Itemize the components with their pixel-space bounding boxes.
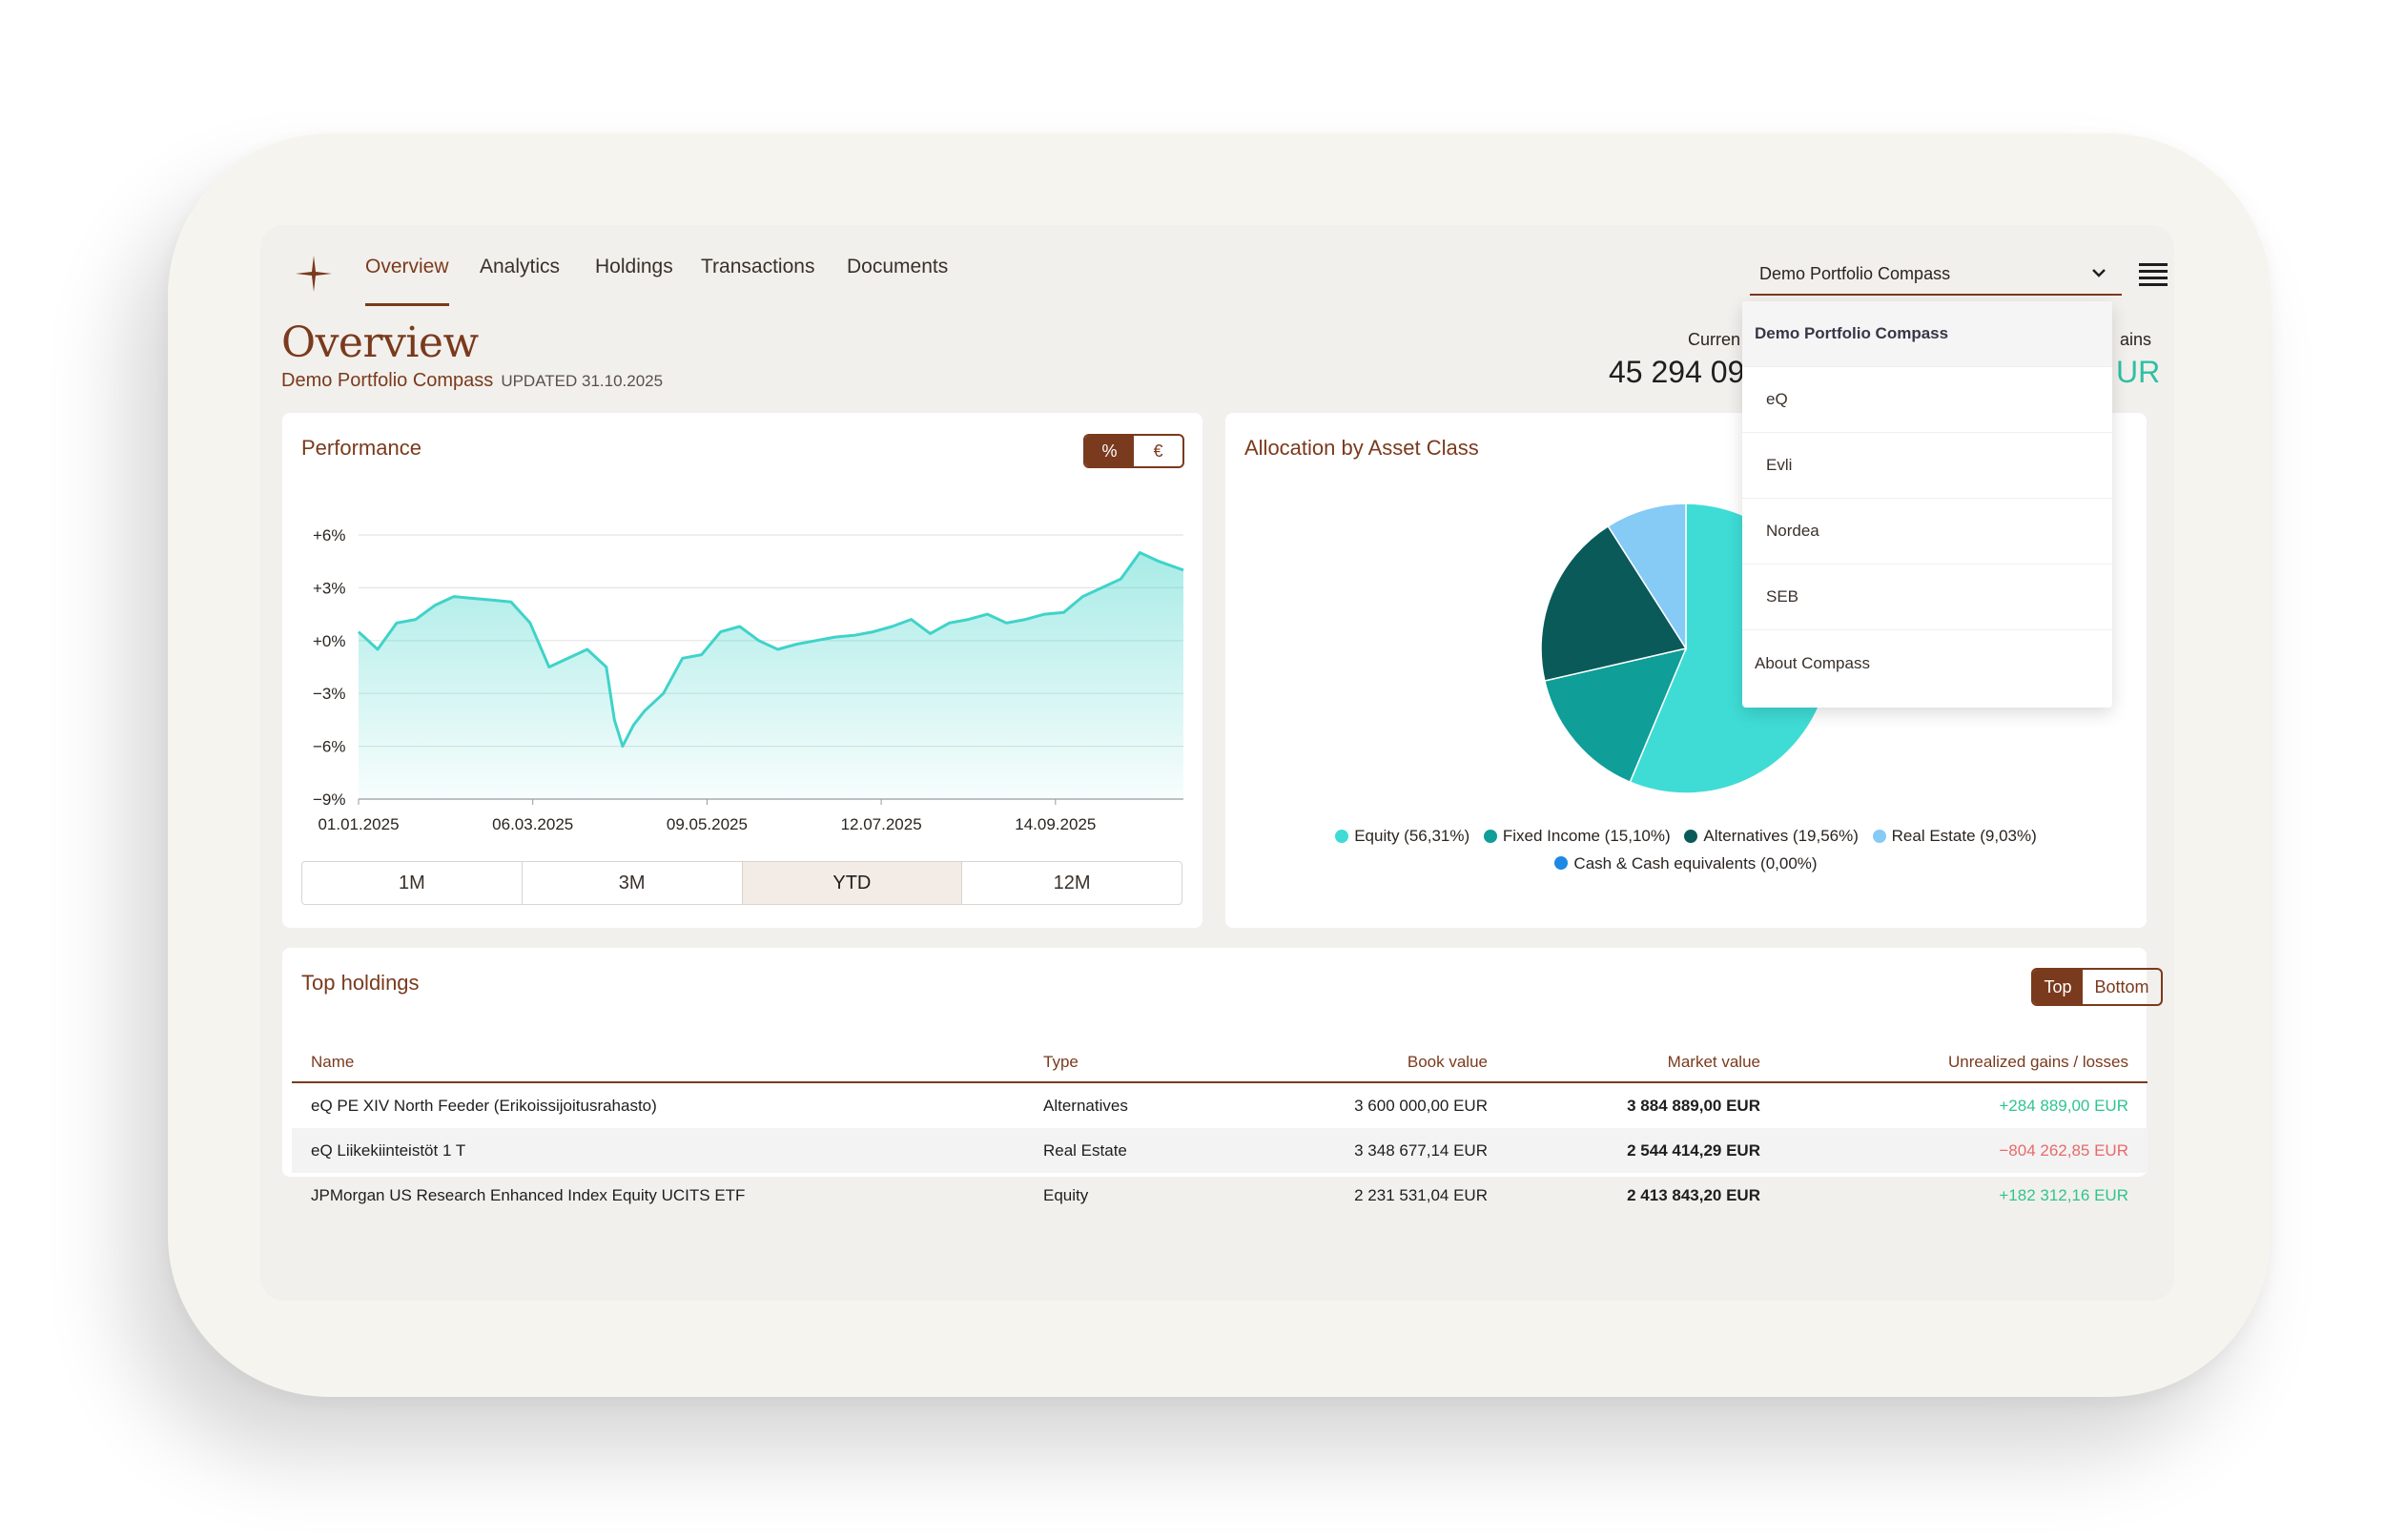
performance-title: Performance [301,436,421,460]
range-ytd[interactable]: YTD [742,862,963,904]
legend-item-equity: Equity (56,31%) [1335,823,1469,849]
page-subtitle: Demo Portfolio Compass UPDATED 31.10.2025 [281,370,663,392]
x-tick-label: 14.09.2025 [1015,815,1096,833]
dropdown-item-about-compass[interactable]: About Compass [1755,653,1870,672]
range-3m[interactable]: 3M [523,862,743,904]
y-tick-label: −6% [313,738,346,756]
compass-star-icon[interactable] [294,254,334,294]
col-market-value[interactable]: Market value [1667,1053,1760,1071]
tab-overview[interactable]: Overview [365,256,449,306]
y-tick-label: +0% [313,632,346,650]
updated-date: UPDATED 31.10.2025 [501,372,664,390]
col-book-value[interactable]: Book value [1407,1053,1488,1071]
performance-area [359,552,1183,799]
holding-name: eQ PE XIV North Feeder (Erikoissijoitusr… [311,1097,657,1115]
portfolio-name: Demo Portfolio Compass [281,370,494,391]
holdings-table: Name Type Book value Market value Unreal… [292,1043,2148,1218]
table-header-row: Name Type Book value Market value Unreal… [292,1043,2148,1083]
table-row[interactable]: JPMorgan US Research Enhanced Index Equi… [292,1173,2148,1218]
y-tick-label: +6% [313,526,346,544]
portfolio-select[interactable]: Demo Portfolio Compass [1750,254,2122,296]
top-toggle[interactable]: Top [2033,970,2083,1004]
holding-market-value: 3 884 889,00 EUR [1627,1097,1760,1115]
allocation-legend: Equity (56,31%) Fixed Income (15,10%) Al… [1225,823,2147,877]
bottom-toggle[interactable]: Bottom [2094,976,2149,996]
pie-slice-fixed-income[interactable] [1543,647,1688,784]
tab-documents[interactable]: Documents [847,256,949,277]
performance-chart: +6% +3% +0% −3% −6% −9% 01.01.2025 06.03.2025 09… [313,526,1184,833]
holding-type: Real Estate [1043,1141,1127,1160]
col-unrealized-gains[interactable]: Unrealized gains / losses [1948,1053,2128,1071]
y-tick-label: −9% [313,791,346,809]
x-tick-label: 01.01.2025 [318,815,399,833]
table-row[interactable]: eQ Liikekiinteistöt 1 T Real Estate 3 34… [292,1128,2148,1173]
legend-item-real-estate: Real Estate (9,03%) [1872,823,2037,849]
legend-item-cash: Cash & Cash equivalents (0,00%) [1554,851,1818,876]
pie-slice-alternatives[interactable] [1540,524,1688,682]
legend-item-fixed-income: Fixed Income (15,10%) [1483,823,1671,849]
percent-toggle[interactable]: % [1085,436,1134,466]
dropdown-item-demo-portfolio[interactable]: Demo Portfolio Compass [1742,301,2112,367]
page-title: Overview [281,318,479,367]
holding-book-value: 2 231 531,04 EUR [1354,1186,1488,1204]
holding-type: Alternatives [1043,1097,1128,1115]
holding-name: eQ Liikekiinteistöt 1 T [311,1141,466,1160]
dropdown-item-eq[interactable]: eQ [1742,367,2112,433]
y-tick-label: +3% [313,579,346,597]
allocation-title: Allocation by Asset Class [1244,436,1479,460]
holding-type: Equity [1043,1186,1089,1204]
legend-item-alternatives: Alternatives (19,56%) [1684,823,1859,849]
current-value: 45 294 09 [1609,355,1745,389]
chevron-down-icon [2092,269,2106,277]
app-window: Overview Analytics Holdings Transactions… [260,225,2174,1301]
x-tick-label: 06.03.2025 [492,815,573,833]
x-tick-label: 09.05.2025 [667,815,748,833]
holding-name: JPMorgan US Research Enhanced Index Equi… [311,1186,746,1204]
dropdown-item-nordea[interactable]: Nordea [1742,499,2112,565]
holding-book-value: 3 348 677,14 EUR [1354,1141,1488,1160]
range-1m[interactable]: 1M [302,862,523,904]
range-12m[interactable]: 12M [1053,872,1091,893]
range-selector: 1M 3M YTD 12M [301,861,1182,905]
dropdown-item-evli[interactable]: Evli [1742,433,2112,499]
top-holdings-title: Top holdings [301,971,420,995]
holding-market-value: 2 413 843,20 EUR [1627,1186,1760,1204]
portfolio-select-value: Demo Portfolio Compass [1759,263,1951,283]
hamburger-menu-icon[interactable] [2139,263,2168,286]
holding-gain: +284 889,00 EUR [1999,1097,2128,1115]
holding-book-value: 3 600 000,00 EUR [1354,1097,1488,1115]
portfolio-dropdown: Demo Portfolio Compass eQ Evli Nordea SE… [1742,301,2112,708]
holding-gain: +182 312,16 EUR [1999,1186,2128,1204]
current-value-label: Curren [1688,330,1741,349]
pie-slice-real-estate[interactable] [1607,503,1687,651]
euro-toggle[interactable]: € [1153,441,1163,461]
top-holdings-card: Top holdings Top Bottom Name Type Book v… [282,948,2163,1204]
x-tick-label: 12.07.2025 [841,815,922,833]
table-row[interactable]: eQ PE XIV North Feeder (Erikoissijoitusr… [292,1083,2148,1128]
gains-value: UR [2116,355,2161,389]
y-tick-label: −3% [313,685,346,703]
holding-gain: −804 262,85 EUR [1999,1141,2128,1160]
performance-line [357,551,1184,749]
col-type[interactable]: Type [1043,1053,1079,1071]
tab-transactions[interactable]: Transactions [701,256,815,277]
col-name[interactable]: Name [311,1053,355,1071]
performance-card: Performance % € +6% +3% +0% −3% −6% −9% 01.01.… [282,413,1202,928]
top-bottom-toggle: Top Bottom [2031,968,2163,1006]
tab-analytics[interactable]: Analytics [480,256,561,277]
dropdown-item-seb[interactable]: SEB [1742,565,2112,630]
gains-label: ains [2120,330,2152,349]
tab-holdings[interactable]: Holdings [595,256,673,277]
holding-market-value: 2 544 414,29 EUR [1627,1141,1760,1160]
unit-toggle: % € [1083,434,1184,468]
